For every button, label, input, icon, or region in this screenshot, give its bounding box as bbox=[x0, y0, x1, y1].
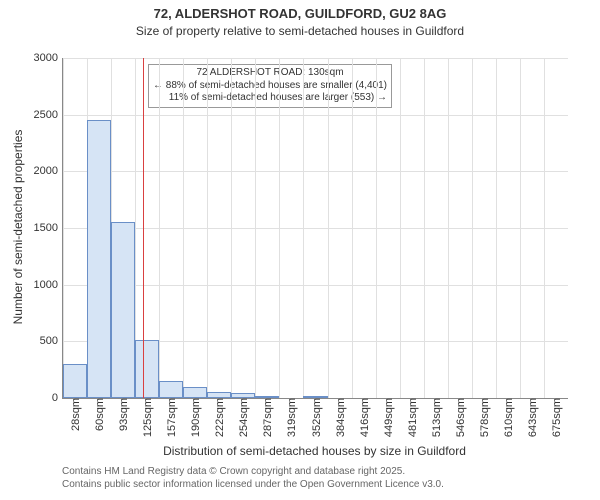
xtick-label: 513sqm bbox=[429, 398, 443, 437]
chart-title: 72, ALDERSHOT ROAD, GUILDFORD, GU2 8AG bbox=[0, 6, 600, 21]
gridline-v bbox=[520, 58, 521, 398]
gridline-v bbox=[496, 58, 497, 398]
gridline-v bbox=[183, 58, 184, 398]
chart-subtitle: Size of property relative to semi-detach… bbox=[0, 24, 600, 38]
xtick-label: 190sqm bbox=[188, 398, 202, 437]
xtick-label: 578sqm bbox=[477, 398, 491, 437]
ytick-label: 2000 bbox=[34, 165, 63, 177]
gridline-v bbox=[255, 58, 256, 398]
gridline-v bbox=[400, 58, 401, 398]
ytick-label: 1000 bbox=[34, 279, 63, 291]
gridline-v bbox=[448, 58, 449, 398]
bar bbox=[135, 340, 159, 398]
xtick-label: 675sqm bbox=[549, 398, 563, 437]
bar bbox=[207, 392, 231, 398]
gridline-v bbox=[544, 58, 545, 398]
xtick-label: 125sqm bbox=[140, 398, 154, 437]
ytick-label: 0 bbox=[52, 392, 63, 404]
ytick-label: 2500 bbox=[34, 109, 63, 121]
xtick-label: 60sqm bbox=[92, 398, 106, 431]
xtick-label: 319sqm bbox=[284, 398, 298, 437]
gridline-v bbox=[472, 58, 473, 398]
gridline-v bbox=[328, 58, 329, 398]
xtick-label: 287sqm bbox=[260, 398, 274, 437]
gridline-v bbox=[424, 58, 425, 398]
ytick-label: 1500 bbox=[34, 222, 63, 234]
bar bbox=[111, 222, 135, 398]
xtick-label: 384sqm bbox=[333, 398, 347, 437]
xtick-label: 157sqm bbox=[164, 398, 178, 437]
xtick-label: 28sqm bbox=[68, 398, 82, 431]
gridline-h bbox=[63, 228, 568, 229]
gridline-v bbox=[352, 58, 353, 398]
gridline-v bbox=[231, 58, 232, 398]
footnote-2: Contains public sector information licen… bbox=[62, 479, 444, 490]
xtick-label: 643sqm bbox=[525, 398, 539, 437]
xtick-label: 416sqm bbox=[357, 398, 371, 437]
chart-container: 72, ALDERSHOT ROAD, GUILDFORD, GU2 8AG S… bbox=[0, 0, 600, 500]
gridline-h bbox=[63, 58, 568, 59]
xtick-label: 449sqm bbox=[381, 398, 395, 437]
x-axis-label: Distribution of semi-detached houses by … bbox=[62, 444, 567, 458]
gridline-v bbox=[63, 58, 64, 398]
gridline-h bbox=[63, 171, 568, 172]
ytick-label: 3000 bbox=[34, 52, 63, 64]
property-marker-line bbox=[143, 58, 144, 398]
gridline-h bbox=[63, 285, 568, 286]
bar bbox=[159, 381, 183, 398]
bar bbox=[183, 387, 207, 398]
annotation-box: 72 ALDERSHOT ROAD: 130sqm ← 88% of semi-… bbox=[148, 64, 392, 108]
gridline-v bbox=[159, 58, 160, 398]
y-axis-label: Number of semi-detached properties bbox=[11, 127, 25, 327]
xtick-label: 610sqm bbox=[501, 398, 515, 437]
gridline-h bbox=[63, 115, 568, 116]
xtick-label: 352sqm bbox=[309, 398, 323, 437]
xtick-label: 93sqm bbox=[116, 398, 130, 431]
xtick-label: 222sqm bbox=[212, 398, 226, 437]
xtick-label: 546sqm bbox=[453, 398, 467, 437]
gridline-v bbox=[303, 58, 304, 398]
plot-area: 72 ALDERSHOT ROAD: 130sqm ← 88% of semi-… bbox=[62, 58, 568, 399]
xtick-label: 254sqm bbox=[236, 398, 250, 437]
bar bbox=[63, 364, 87, 398]
gridline-v bbox=[207, 58, 208, 398]
footnote-1: Contains HM Land Registry data © Crown c… bbox=[62, 466, 405, 477]
gridline-v bbox=[279, 58, 280, 398]
xtick-label: 481sqm bbox=[405, 398, 419, 437]
gridline-v bbox=[376, 58, 377, 398]
bar bbox=[303, 396, 327, 398]
bar bbox=[255, 396, 279, 398]
ytick-label: 500 bbox=[40, 335, 63, 347]
bar bbox=[231, 393, 255, 398]
bar bbox=[87, 120, 111, 398]
